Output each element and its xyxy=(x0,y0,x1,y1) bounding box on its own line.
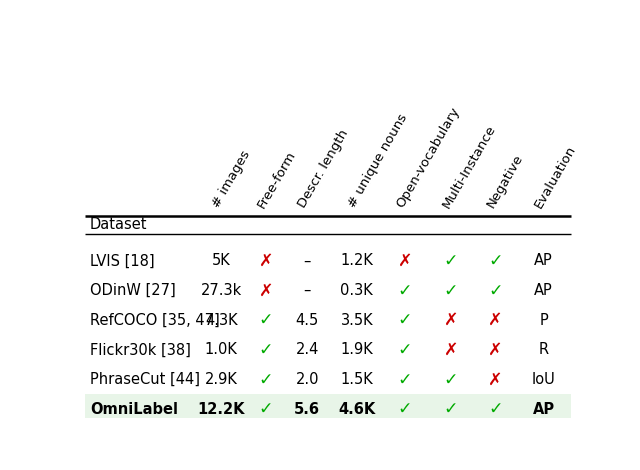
Text: ✓: ✓ xyxy=(259,311,273,329)
Text: AP: AP xyxy=(534,253,553,268)
Text: AP: AP xyxy=(534,283,553,298)
Text: ✓: ✓ xyxy=(444,282,458,299)
Text: 4.3K: 4.3K xyxy=(205,313,237,328)
Text: 3.5K: 3.5K xyxy=(340,313,373,328)
FancyBboxPatch shape xyxy=(85,394,571,424)
Text: # images: # images xyxy=(210,149,253,210)
Text: ✗: ✗ xyxy=(259,282,273,299)
Text: 0.3K: 0.3K xyxy=(340,283,373,298)
Text: 5.6: 5.6 xyxy=(294,402,320,417)
Text: Multi-Instance: Multi-Instance xyxy=(440,122,498,210)
Text: ✓: ✓ xyxy=(488,400,503,418)
Text: ✗: ✗ xyxy=(488,370,503,389)
Text: Descr. length: Descr. length xyxy=(296,127,351,210)
Text: –: – xyxy=(303,283,311,298)
Text: ✓: ✓ xyxy=(397,400,412,418)
Text: ODinW [27]: ODinW [27] xyxy=(90,283,175,298)
Text: IoU: IoU xyxy=(532,372,556,387)
Text: Negative: Negative xyxy=(484,152,525,210)
Text: –: – xyxy=(303,253,311,268)
Text: 1.2K: 1.2K xyxy=(340,253,373,268)
Text: OmniLabel: OmniLabel xyxy=(90,402,178,417)
Text: ✓: ✓ xyxy=(488,282,503,299)
Text: ✓: ✓ xyxy=(259,400,273,418)
Text: Evaluation: Evaluation xyxy=(532,143,579,210)
Text: ✓: ✓ xyxy=(444,400,458,418)
Text: ✓: ✓ xyxy=(259,370,273,389)
Text: 4.6K: 4.6K xyxy=(338,402,376,417)
Text: 1.0K: 1.0K xyxy=(205,343,238,357)
Text: PhraseCut [44]: PhraseCut [44] xyxy=(90,372,200,387)
Text: ✗: ✗ xyxy=(259,252,273,270)
Text: ✓: ✓ xyxy=(397,341,412,359)
Text: Free-form: Free-form xyxy=(255,148,298,210)
Text: ✓: ✓ xyxy=(444,370,458,389)
Text: Open-vocabulary: Open-vocabulary xyxy=(394,105,462,210)
Text: ✗: ✗ xyxy=(488,311,503,329)
Text: RefCOCO [35, 47]: RefCOCO [35, 47] xyxy=(90,313,220,328)
Text: 27.3k: 27.3k xyxy=(201,283,242,298)
Text: 12.2K: 12.2K xyxy=(198,402,245,417)
Text: 2.4: 2.4 xyxy=(296,343,319,357)
Text: ✓: ✓ xyxy=(397,311,412,329)
Text: ✓: ✓ xyxy=(259,341,273,359)
Text: ✓: ✓ xyxy=(397,370,412,389)
Text: ✓: ✓ xyxy=(397,282,412,299)
Text: AP: AP xyxy=(532,402,555,417)
Text: LVIS [18]: LVIS [18] xyxy=(90,253,154,268)
Text: 2.0: 2.0 xyxy=(296,372,319,387)
Text: ✓: ✓ xyxy=(488,252,503,270)
Text: ✗: ✗ xyxy=(397,252,412,270)
Text: ✗: ✗ xyxy=(444,341,458,359)
Text: 1.9K: 1.9K xyxy=(340,343,373,357)
Text: R: R xyxy=(539,343,549,357)
Text: 5K: 5K xyxy=(212,253,231,268)
Text: 2.9K: 2.9K xyxy=(205,372,238,387)
Text: ✗: ✗ xyxy=(488,341,503,359)
Text: # unique nouns: # unique nouns xyxy=(346,112,410,210)
Text: P: P xyxy=(540,313,548,328)
Text: 4.5: 4.5 xyxy=(296,313,319,328)
Text: 1.5K: 1.5K xyxy=(340,372,373,387)
Text: Dataset: Dataset xyxy=(90,217,147,232)
Text: ✓: ✓ xyxy=(444,252,458,270)
Text: ✗: ✗ xyxy=(444,311,458,329)
Text: Flickr30k [38]: Flickr30k [38] xyxy=(90,343,191,357)
